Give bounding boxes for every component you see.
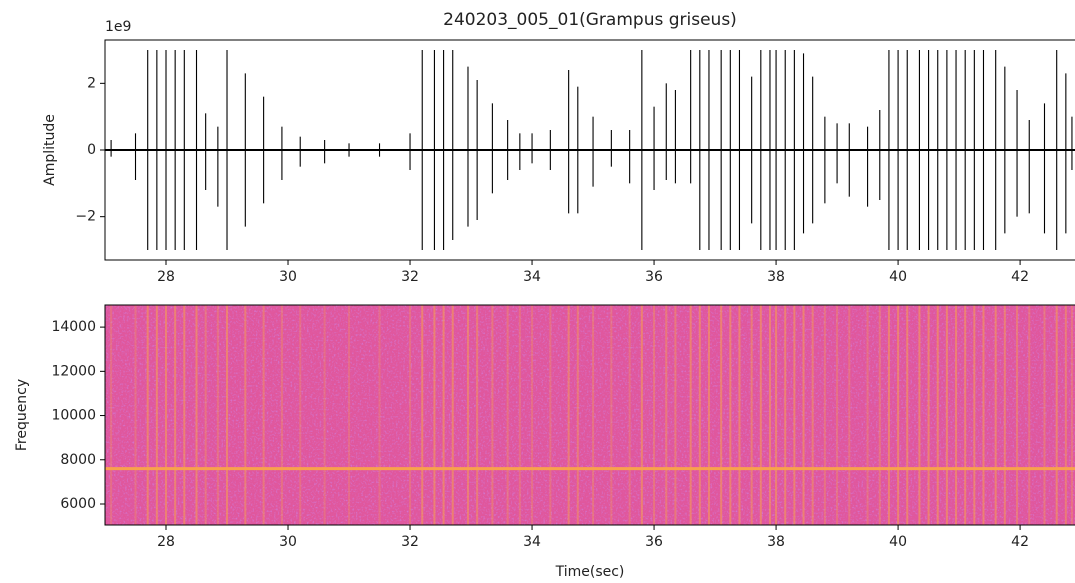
x-tick-label: 30 [279,269,297,285]
x-tick-label: 36 [645,534,663,550]
y-axis-label: Amplitude [42,114,58,186]
y-tick-label: 14000 [51,319,96,335]
x-tick-label: 34 [523,269,541,285]
plot-frame [104,304,1075,526]
x-tick-label: 40 [889,269,907,285]
offset-label: 1e9 [105,19,131,35]
waveform [105,50,1075,250]
x-tick-label: 32 [401,269,419,285]
x-tick-label: 32 [401,534,419,550]
spectrogram [105,305,1075,525]
x-axis-label: Time(sec) [555,564,625,580]
x-tick-label: 40 [889,534,907,550]
y-tick-label: 0 [87,142,96,158]
x-tick-label: 38 [767,269,785,285]
x-tick-label: 36 [645,269,663,285]
x-tick-label: 42 [1011,534,1029,550]
x-tick-label: 30 [279,534,297,550]
x-tick-label: 38 [767,534,785,550]
x-tick-label: 34 [523,534,541,550]
y-tick-label: 12000 [51,363,96,379]
y-axis-label: Frequency [14,379,30,451]
chart-title: 240203_005_01(Grampus griseus) [443,10,737,30]
y-tick-label: 6000 [60,496,96,512]
x-tick-label: 42 [1011,269,1029,285]
y-tick-label: 8000 [60,452,96,468]
x-tick-label: 28 [157,534,175,550]
y-tick-label: 2 [87,75,96,91]
x-tick-label: 28 [157,269,175,285]
y-tick-label: 10000 [51,408,96,424]
y-tick-label: −2 [75,209,96,225]
spectrogram-noise [105,305,1075,525]
